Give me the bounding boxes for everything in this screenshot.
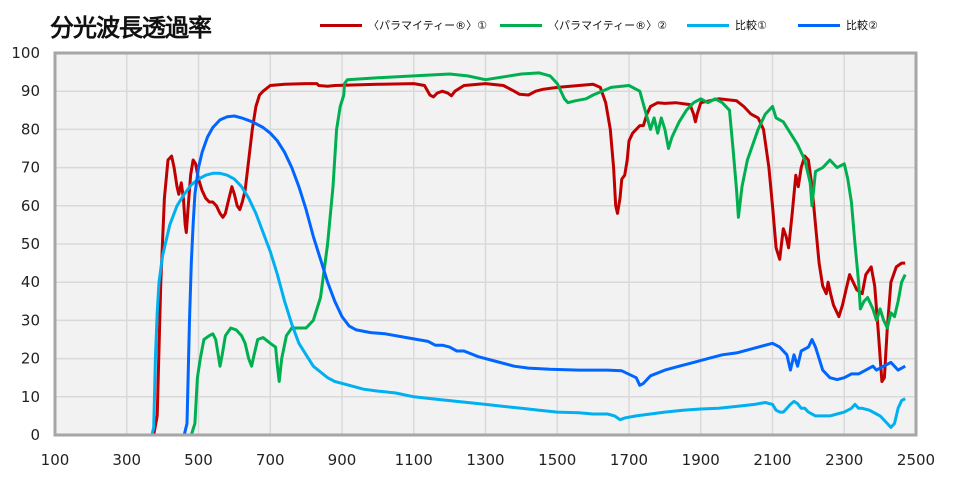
legend-swatch [687,23,729,27]
legend-swatch [798,23,840,27]
x-tick-label: 300 [112,451,141,469]
y-tick-label: 50 [21,235,40,253]
x-tick-label: 100 [41,451,70,469]
y-tick-label: 40 [21,273,40,291]
x-tick-label: 2100 [753,451,791,469]
y-tick-label: 30 [21,311,40,329]
x-tick-label: 2300 [825,451,863,469]
series-line-2 [126,71,907,437]
y-tick-label: 0 [30,426,40,444]
legend-item-1: 〈パラマイティー®〉① [320,17,487,33]
x-tick-label: 1900 [682,451,720,469]
legend-swatch [500,23,542,27]
legend-item-3: 比較① [687,17,767,33]
x-tick-label: 1100 [395,451,433,469]
x-tick-label: 900 [328,451,357,469]
data-series [126,71,907,437]
x-tick-label: 1300 [466,451,504,469]
series-line-3 [126,171,906,437]
legend-label: 比較② [846,19,878,32]
chart-title: 分光波長透過率 [50,14,212,42]
legend-item-4: 比較② [798,17,878,33]
series-line-1 [126,82,906,437]
legend-swatch [320,23,362,27]
legend-label: 〈パラマイティー®〉② [548,19,667,32]
y-tick-label: 20 [21,350,40,368]
series-line-4 [126,114,906,437]
y-tick-label: 80 [21,120,40,138]
legend-item-2: 〈パラマイティー®〉② [500,17,667,33]
axis-ticks: 0 10 20 30 40 50 60 70 80 90 100 100 300 500 700 900 110… [11,44,935,469]
x-tick-label: 2500 [897,451,935,469]
legend-label: 〈パラマイティー®〉① [368,19,487,32]
x-tick-label: 1500 [538,451,576,469]
x-tick-label: 500 [184,451,213,469]
x-tick-label: 1700 [610,451,648,469]
plot-frame [53,51,918,437]
legend-label: 比較① [735,19,767,32]
y-tick-label: 60 [21,197,40,215]
y-tick-label: 100 [11,44,40,62]
gridlines [55,53,916,435]
y-tick-label: 70 [21,159,40,177]
x-tick-label: 700 [256,451,285,469]
y-tick-label: 90 [21,82,40,100]
y-tick-label: 10 [21,388,40,406]
